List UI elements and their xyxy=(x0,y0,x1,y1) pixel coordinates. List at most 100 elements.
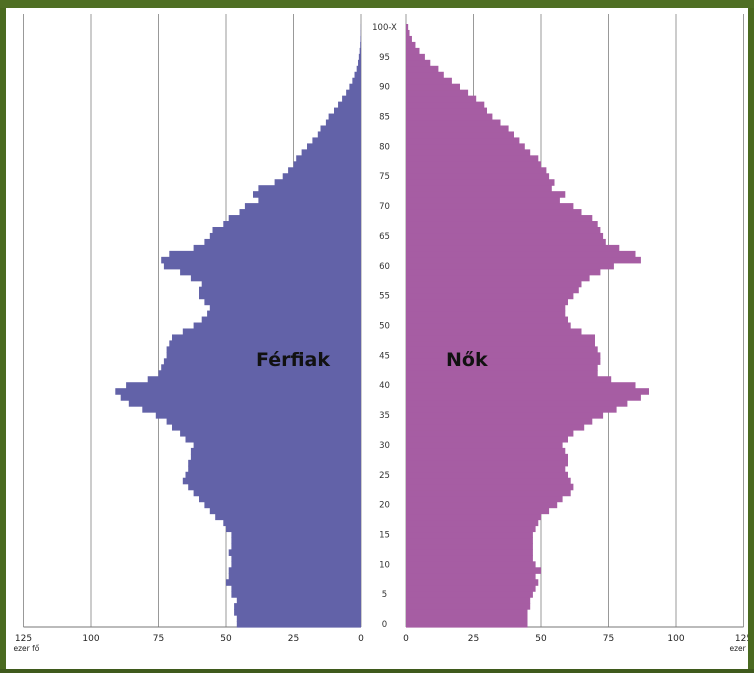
age-tick-label: 35 xyxy=(379,411,390,421)
bar-female-age-76 xyxy=(406,167,546,174)
bar-female-age-52 xyxy=(406,311,565,318)
bar-female-age-75 xyxy=(406,173,549,180)
bar-female-age-1 xyxy=(406,615,528,622)
x-tick-left: 100 xyxy=(82,634,99,644)
bar-female-age-13 xyxy=(406,543,533,550)
bar-male-age-11 xyxy=(231,555,361,562)
bar-female-age-3 xyxy=(406,603,530,610)
age-tick-label: 20 xyxy=(379,501,390,511)
bar-male-age-80 xyxy=(307,143,361,150)
bar-female-age-23 xyxy=(406,484,573,491)
bar-female-age-77 xyxy=(406,161,541,168)
bar-male-age-88 xyxy=(342,96,361,103)
bar-male-age-96 xyxy=(360,48,361,55)
bar-male-age-14 xyxy=(231,537,361,544)
bar-male-age-84 xyxy=(326,120,361,127)
age-tick-label: 15 xyxy=(379,530,390,540)
bar-female-age-11 xyxy=(406,555,533,562)
bar-male-age-53 xyxy=(210,305,361,312)
bar-female-age-97 xyxy=(406,42,415,49)
bar-female-age-49 xyxy=(406,328,582,335)
bar-male-age-2 xyxy=(234,609,361,616)
bar-male-age-8 xyxy=(229,573,361,580)
bar-female-age-92 xyxy=(406,72,444,79)
x-unit-label-right: ezer fő xyxy=(730,644,749,653)
bar-female-age-96 xyxy=(406,48,420,55)
bar-male-age-5 xyxy=(231,591,361,598)
x-tick-left: 125 xyxy=(15,634,32,644)
age-tick-label: 85 xyxy=(379,113,390,123)
bar-female-age-57 xyxy=(406,281,582,288)
bar-male-age-55 xyxy=(199,293,361,300)
bar-male-age-51 xyxy=(202,317,361,324)
bar-male-age-83 xyxy=(321,125,362,132)
series-label-right: Nők xyxy=(446,349,488,371)
bar-male-age-21 xyxy=(199,496,361,503)
bar-female-age-24 xyxy=(406,478,571,485)
bar-female-age-87 xyxy=(406,102,484,109)
bar-female-age-4 xyxy=(406,597,530,604)
bar-female-age-72 xyxy=(406,191,565,198)
bar-female-age-95 xyxy=(406,54,425,61)
bar-female-age-0 xyxy=(406,621,528,628)
bar-male-age-32 xyxy=(180,430,361,437)
age-tick-label: 55 xyxy=(379,292,390,302)
bar-female-age-33 xyxy=(406,424,584,431)
bar-male-age-91 xyxy=(352,78,361,85)
bar-male-age-68 xyxy=(229,215,361,222)
bar-male-age-13 xyxy=(231,543,361,550)
bar-female-age-8 xyxy=(406,573,536,580)
bar-male-age-47 xyxy=(169,340,361,347)
bar-male-age-34 xyxy=(167,418,361,425)
bar-male-age-60 xyxy=(164,263,361,270)
bar-female-age-86 xyxy=(406,108,487,115)
bar-male-age-67 xyxy=(223,221,361,228)
bar-male-age-6 xyxy=(231,585,361,592)
bar-male-age-27 xyxy=(188,460,361,467)
bar-female-age-34 xyxy=(406,418,592,425)
bar-female-age-19 xyxy=(406,508,549,515)
age-tick-label: 45 xyxy=(379,351,390,361)
bar-female-age-64 xyxy=(406,239,606,246)
bar-female-age-81 xyxy=(406,137,519,144)
bar-female-age-79 xyxy=(406,149,530,156)
bar-female-age-70 xyxy=(406,203,573,210)
bar-female-age-2 xyxy=(406,609,528,616)
bar-male-age-1 xyxy=(237,615,361,622)
bar-male-age-82 xyxy=(318,131,361,138)
bar-female-age-18 xyxy=(406,514,541,521)
bar-male-age-41 xyxy=(148,376,361,383)
bar-female-age-80 xyxy=(406,143,525,150)
bar-male-age-29 xyxy=(191,448,361,455)
bar-male-age-40 xyxy=(126,382,361,389)
bar-female-age-14 xyxy=(406,537,533,544)
bar-male-age-93 xyxy=(357,66,361,73)
bar-male-age-78 xyxy=(296,155,361,162)
bar-male-age-70 xyxy=(245,203,361,210)
bar-female-age-83 xyxy=(406,125,509,132)
bar-male-age-38 xyxy=(121,394,361,401)
bar-female-age-71 xyxy=(406,197,560,204)
bar-female-age-40 xyxy=(406,382,636,389)
bar-female-age-31 xyxy=(406,436,568,443)
bar-male-age-26 xyxy=(188,466,361,473)
bar-female-age-21 xyxy=(406,496,563,503)
bar-male-age-35 xyxy=(156,412,361,419)
bar-female-age-35 xyxy=(406,412,603,419)
x-tick-right: 50 xyxy=(535,634,547,644)
bar-male-age-49 xyxy=(183,328,361,335)
age-tick-label: 80 xyxy=(379,142,390,152)
bar-female-age-88 xyxy=(406,96,476,103)
age-tick-label: 10 xyxy=(379,560,390,570)
bar-male-age-62 xyxy=(169,251,361,258)
bar-female-age-29 xyxy=(406,448,565,455)
bar-male-age-98 xyxy=(360,36,361,43)
bar-female-age-42 xyxy=(406,370,598,377)
bar-male-age-76 xyxy=(288,167,361,174)
bar-male-age-69 xyxy=(240,209,362,216)
bar-female-age-98 xyxy=(406,36,412,43)
bar-male-age-19 xyxy=(210,508,361,515)
bar-female-age-99 xyxy=(406,30,410,37)
bar-male-age-92 xyxy=(355,72,361,79)
bar-female-age-12 xyxy=(406,549,533,556)
